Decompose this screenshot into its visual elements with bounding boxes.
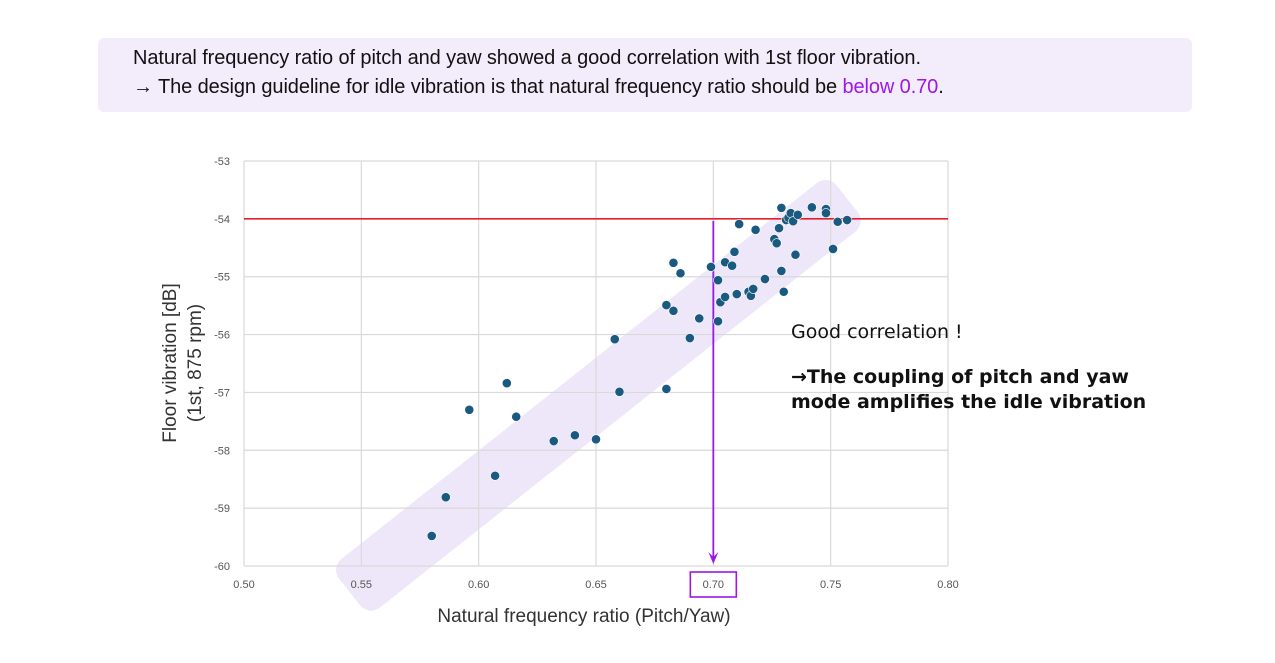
y-tick-label: -60 [214, 561, 230, 573]
x-tick-label: 0.50 [233, 579, 254, 591]
data-point [792, 209, 803, 220]
data-points-layer [426, 202, 852, 541]
summary-line-2-suffix: . [938, 76, 944, 98]
data-point [706, 261, 716, 272]
data-point [771, 238, 782, 249]
data-point [720, 292, 730, 302]
guideline-arrow-head [708, 552, 719, 564]
highlighted-tick-box [689, 571, 738, 598]
data-point [501, 378, 512, 389]
summary-line-2-text: → The design guideline for idle vibratio… [133, 76, 843, 98]
x-axis-title: Natural frequency ratio (Pitch/Yaw) [437, 606, 730, 627]
y-axis-title-line2: (1st, 875 rpm) [185, 304, 206, 422]
data-point [842, 215, 852, 225]
data-point [694, 313, 705, 324]
data-point [668, 305, 679, 316]
tick-labels-layer: 0.50 0.55 0.60 0.65 0.70 0.75 0.80 -53 -54 -55 -56… [214, 156, 959, 598]
data-point [464, 404, 475, 415]
data-point [661, 384, 672, 394]
data-point [821, 208, 831, 218]
data-point [727, 260, 738, 271]
annotation-title: Good correlation ! [791, 321, 963, 343]
data-point [661, 300, 672, 310]
data-point [734, 219, 745, 229]
summary-line-1: Natural frequency ratio of pitch and yaw… [133, 47, 921, 69]
data-point [569, 430, 580, 441]
data-point [609, 334, 620, 345]
guideline-highlight: below 0.70 [842, 76, 939, 98]
reference-lines-layer [244, 218, 948, 564]
data-point [614, 386, 625, 397]
data-point [790, 249, 801, 260]
data-point [511, 411, 522, 422]
data-point [748, 283, 759, 294]
data-point [760, 274, 770, 284]
data-point [713, 316, 723, 327]
trend-band-layer [336, 179, 861, 611]
y-tick-label: -54 [214, 214, 230, 226]
data-point [828, 244, 838, 254]
x-tick-label: 0.80 [937, 579, 958, 591]
data-point [776, 202, 787, 213]
data-point [684, 333, 695, 343]
y-tick-label: -55 [214, 272, 230, 284]
y-axis-title-line1: Floor vibration [dB] [160, 283, 181, 442]
y-tick-label: -59 [214, 503, 230, 515]
data-point [490, 470, 500, 481]
trend-band [336, 179, 861, 611]
summary-banner: Natural frequency ratio of pitch and yaw… [98, 38, 1192, 112]
x-tick-label: 0.65 [585, 579, 606, 591]
y-tick-label: -58 [214, 445, 230, 457]
data-point [668, 257, 679, 268]
data-point [548, 436, 559, 446]
data-point [806, 202, 817, 213]
data-point [731, 289, 742, 299]
data-point [778, 286, 789, 297]
data-point [832, 216, 843, 227]
data-point [675, 268, 686, 279]
data-point [750, 224, 761, 235]
x-tick-label: 0.55 [351, 579, 372, 591]
data-point [713, 275, 723, 286]
y-tick-label: -57 [214, 387, 230, 399]
data-point [776, 266, 787, 276]
y-tick-label: -53 [214, 156, 230, 168]
data-point [729, 246, 740, 257]
data-point [426, 531, 437, 541]
data-point [440, 492, 451, 503]
annotation-body: →The coupling of pitch and yaw mode ampl… [791, 366, 1147, 413]
data-point [591, 434, 601, 445]
x-tick-label: 0.70 [703, 579, 724, 591]
x-tick-label: 0.60 [468, 579, 489, 591]
data-point [774, 223, 784, 234]
y-tick-label: -56 [214, 330, 230, 342]
correlation-annotation: Good correlation ! →The coupling of pitc… [791, 321, 1191, 415]
x-tick-label: 0.75 [820, 579, 841, 591]
summary-line-2: → The design guideline for idle vibratio… [133, 76, 944, 99]
